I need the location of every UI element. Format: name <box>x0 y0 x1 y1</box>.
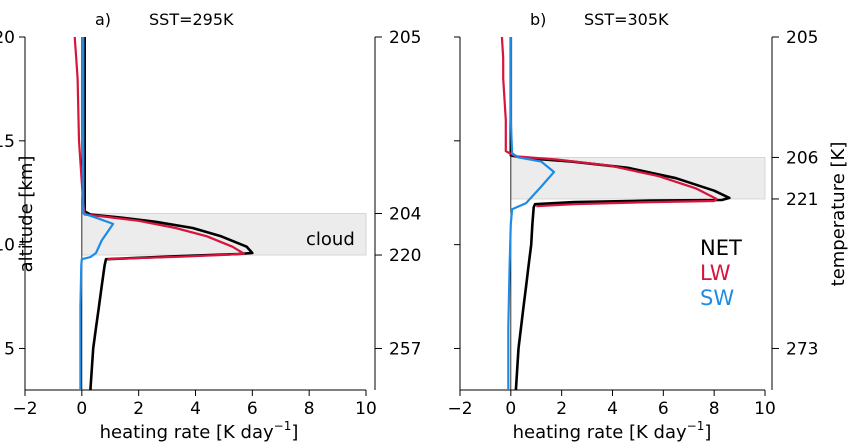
x-tick-label-b-6: 10 <box>754 399 776 419</box>
series-lw-b <box>500 36 718 208</box>
x-tick-label-b-2: 2 <box>556 399 567 419</box>
right-tick-label-b-2: 221 <box>786 190 818 210</box>
right-tick-label-b-3: 273 <box>786 339 818 359</box>
series-net-b <box>509 37 731 391</box>
right-tick-label-a-3: 257 <box>389 339 421 359</box>
panel-label-a: a) <box>95 10 111 29</box>
panel-b: −2 0 2 4 6 8 10 205 206 221 273 b) SST=305K <box>447 10 818 419</box>
right-tick-label-a-0: 205 <box>389 28 421 48</box>
series-sw-a <box>79 37 115 390</box>
x-tick-label-a-6: 10 <box>355 399 377 419</box>
x-tick-label-b-5: 8 <box>709 399 720 419</box>
legend-sw: SW <box>700 286 734 310</box>
legend-net: NET <box>700 236 742 260</box>
x-tick-label-a-2: 2 <box>133 399 144 419</box>
y-tick-label-a-1: 10 <box>0 236 15 256</box>
y-axis-label-left: altitude [km] <box>16 156 37 273</box>
panel-title-a: SST=295K <box>149 10 234 29</box>
x-tick-label-a-4: 6 <box>247 399 258 419</box>
panel-a: −2 0 2 4 6 8 10 5 10 15 20 205 204 220 257 a) SST=295K <box>0 10 421 419</box>
x-tick-label-a-5: 8 <box>304 399 315 419</box>
panel-title-b: SST=305K <box>584 10 669 29</box>
x-tick-label-a-1: 0 <box>76 399 87 419</box>
x-tick-label-a-0: −2 <box>12 399 37 419</box>
right-tick-label-a-1: 204 <box>389 205 421 225</box>
series-sw-b <box>507 37 556 390</box>
y-tick-label-a-2: 15 <box>0 132 15 152</box>
y-tick-label-a-0: 5 <box>4 339 15 359</box>
x-axis-label-b-sup: −1 <box>687 419 705 433</box>
right-tick-label-b-0: 205 <box>786 28 818 48</box>
right-tick-label-a-2: 220 <box>389 246 421 266</box>
y-axis-label-right: temperature [K] <box>828 142 849 287</box>
cloud-band-b <box>510 157 766 200</box>
x-axis-label-a-sup: −1 <box>274 419 292 433</box>
series-net-a <box>83 37 254 391</box>
y-tick-label-a-3: 20 <box>0 28 15 48</box>
x-axis-label-b: heating rate [K day−1] <box>513 419 712 443</box>
x-tick-label-b-3: 4 <box>607 399 618 419</box>
legend-lw: LW <box>700 261 731 285</box>
right-tick-label-b-1: 206 <box>786 148 818 168</box>
x-tick-label-b-1: 0 <box>505 399 516 419</box>
x-tick-label-a-3: 4 <box>190 399 201 419</box>
x-axis-label-a: heating rate [K day−1] <box>100 419 299 443</box>
x-tick-label-b-4: 6 <box>658 399 669 419</box>
x-tick-label-b-0: −2 <box>447 399 472 419</box>
panel-label-b: b) <box>530 10 546 29</box>
cloud-label: cloud <box>306 229 355 250</box>
series-lw-a <box>73 36 245 261</box>
